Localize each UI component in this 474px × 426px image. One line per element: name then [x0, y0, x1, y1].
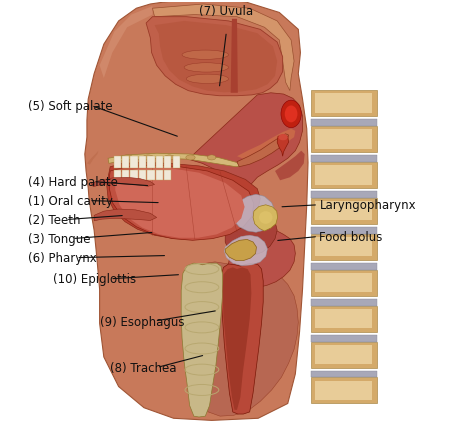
Polygon shape	[311, 199, 376, 224]
Ellipse shape	[259, 212, 273, 224]
Polygon shape	[311, 342, 376, 368]
Ellipse shape	[143, 155, 154, 161]
Polygon shape	[164, 156, 172, 168]
Polygon shape	[311, 306, 376, 332]
Polygon shape	[315, 345, 372, 364]
Polygon shape	[139, 171, 146, 181]
Ellipse shape	[164, 155, 174, 161]
Polygon shape	[231, 20, 238, 94]
Text: (4) Hard palate: (4) Hard palate	[28, 176, 118, 189]
Polygon shape	[85, 0, 308, 420]
Polygon shape	[311, 263, 376, 270]
Polygon shape	[315, 130, 372, 149]
Polygon shape	[153, 5, 294, 92]
Polygon shape	[275, 151, 305, 181]
Polygon shape	[224, 236, 267, 266]
Ellipse shape	[278, 135, 288, 141]
Polygon shape	[311, 91, 376, 117]
Polygon shape	[225, 213, 277, 257]
Polygon shape	[109, 166, 254, 241]
Polygon shape	[311, 270, 376, 296]
Text: (3) Tongue: (3) Tongue	[28, 233, 90, 245]
Polygon shape	[315, 381, 372, 400]
Polygon shape	[315, 201, 372, 221]
Text: (8) Trachea: (8) Trachea	[110, 361, 177, 374]
Polygon shape	[311, 299, 376, 306]
Polygon shape	[311, 335, 376, 342]
Polygon shape	[115, 169, 245, 238]
Ellipse shape	[184, 63, 228, 73]
Ellipse shape	[281, 101, 301, 128]
Polygon shape	[315, 94, 372, 113]
Polygon shape	[315, 237, 372, 257]
Polygon shape	[311, 227, 376, 234]
Polygon shape	[237, 135, 289, 167]
Polygon shape	[164, 171, 172, 181]
Polygon shape	[156, 171, 163, 181]
Text: Food bolus: Food bolus	[319, 230, 383, 243]
Polygon shape	[87, 151, 98, 165]
Polygon shape	[155, 22, 277, 93]
Polygon shape	[181, 264, 223, 417]
Polygon shape	[223, 268, 251, 410]
Polygon shape	[114, 171, 121, 181]
Ellipse shape	[208, 155, 216, 161]
Polygon shape	[311, 156, 376, 162]
Text: Laryngopharynx: Laryngopharynx	[319, 199, 416, 212]
Polygon shape	[277, 136, 289, 157]
Text: (5) Soft palate: (5) Soft palate	[28, 100, 112, 113]
Polygon shape	[108, 154, 240, 167]
Polygon shape	[311, 120, 376, 127]
Polygon shape	[311, 377, 376, 403]
Text: (9) Esophagus: (9) Esophagus	[100, 315, 184, 328]
Polygon shape	[130, 156, 137, 168]
Ellipse shape	[285, 106, 298, 123]
Polygon shape	[146, 17, 283, 97]
Text: (1) Oral cavity: (1) Oral cavity	[28, 195, 113, 207]
Polygon shape	[188, 94, 302, 289]
Polygon shape	[253, 205, 278, 231]
Polygon shape	[91, 178, 155, 187]
Ellipse shape	[182, 51, 228, 60]
Polygon shape	[147, 171, 155, 181]
Polygon shape	[130, 171, 137, 181]
Polygon shape	[147, 156, 155, 168]
Polygon shape	[311, 192, 376, 199]
Text: (2) Teeth: (2) Teeth	[28, 213, 80, 227]
Text: (10) Epiglottis: (10) Epiglottis	[53, 273, 136, 285]
Ellipse shape	[186, 155, 195, 161]
Polygon shape	[311, 162, 376, 188]
Polygon shape	[156, 156, 163, 168]
Ellipse shape	[186, 75, 228, 84]
Text: (7) Uvula: (7) Uvula	[200, 5, 254, 17]
Polygon shape	[221, 264, 263, 414]
Polygon shape	[94, 210, 157, 222]
Text: (6) Pharynx: (6) Pharynx	[28, 251, 97, 265]
Polygon shape	[122, 171, 129, 181]
Polygon shape	[315, 273, 372, 293]
Polygon shape	[311, 234, 376, 260]
Polygon shape	[311, 371, 376, 377]
Polygon shape	[315, 166, 372, 185]
Polygon shape	[193, 262, 298, 416]
Ellipse shape	[121, 155, 133, 161]
Polygon shape	[311, 127, 376, 153]
Polygon shape	[139, 156, 146, 168]
Polygon shape	[107, 163, 260, 240]
Polygon shape	[237, 130, 295, 161]
Polygon shape	[122, 156, 129, 168]
Polygon shape	[173, 156, 180, 168]
Polygon shape	[100, 7, 153, 79]
Polygon shape	[231, 195, 275, 233]
Polygon shape	[315, 309, 372, 328]
Polygon shape	[114, 156, 121, 168]
Polygon shape	[225, 240, 256, 261]
